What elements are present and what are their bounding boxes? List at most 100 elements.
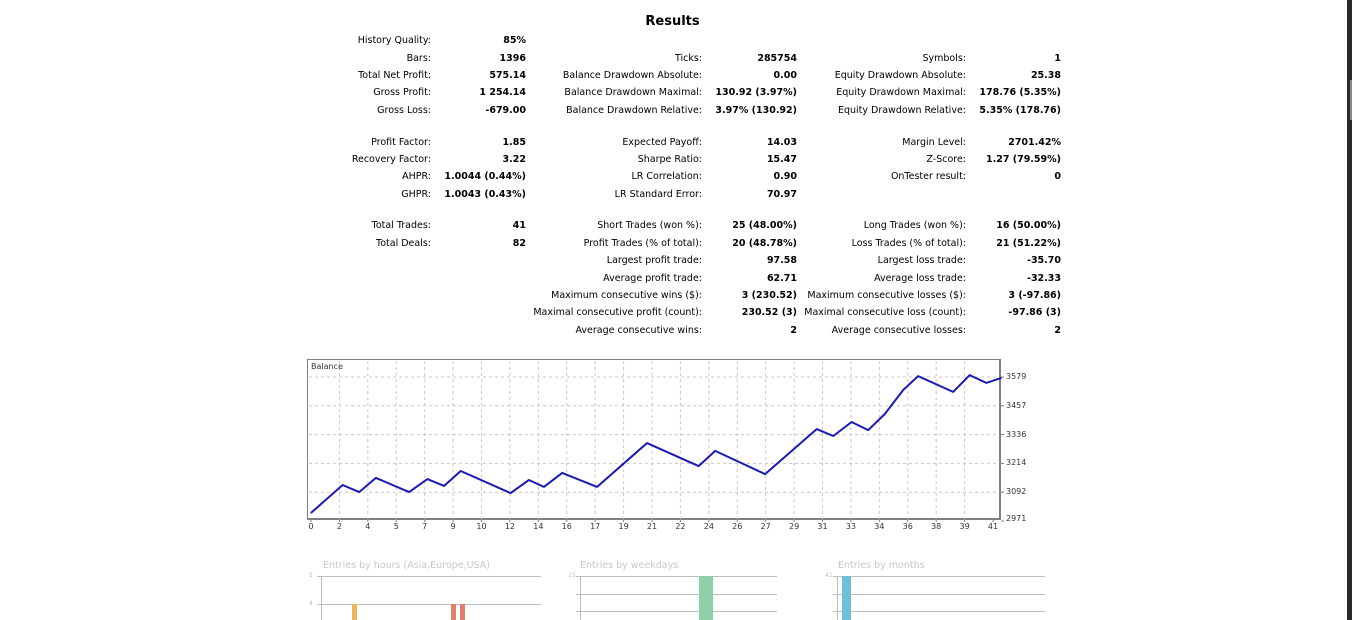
mini-axis xyxy=(321,576,322,620)
balance-point xyxy=(342,484,344,486)
stat-value: 1 xyxy=(1054,53,1061,64)
stat-value: 1.85 xyxy=(502,137,526,148)
mini-y-tick-label: 41 xyxy=(825,572,833,579)
scrollbar-thumb[interactable] xyxy=(1350,80,1352,120)
stat-value: 21 (51.22%) xyxy=(996,238,1061,249)
stat-value: 0.00 xyxy=(773,70,797,81)
balance-point xyxy=(1000,377,1002,379)
x-tick-label: 4 xyxy=(365,522,371,531)
stat-label: Equity Drawdown Absolute: xyxy=(834,70,966,81)
stat-value: 1.27 (79.59%) xyxy=(986,154,1061,165)
balance-point xyxy=(851,421,853,423)
stat-label: Bars: xyxy=(406,53,431,64)
balance-point xyxy=(543,486,545,488)
stat-label: Balance Drawdown Absolute: xyxy=(562,70,702,81)
balance-point xyxy=(358,491,360,493)
mini-bar xyxy=(699,576,713,620)
x-tick-label: 2 xyxy=(336,522,342,531)
mini-gridline xyxy=(317,604,541,605)
stat-value: 575.14 xyxy=(489,70,526,81)
stat-label: AHPR: xyxy=(402,171,431,182)
balance-point xyxy=(375,477,377,479)
mini-gridline xyxy=(576,576,777,577)
x-tick-label: 22 xyxy=(675,522,686,531)
balance-point xyxy=(902,389,904,391)
stat-label: Total Net Profit: xyxy=(358,70,431,81)
y-tick-label: 2971 xyxy=(1006,514,1027,523)
mini-gridline xyxy=(833,594,1045,595)
stat-label: Average consecutive wins: xyxy=(575,325,702,336)
stat-label: Total Deals: xyxy=(376,238,431,249)
stat-label: Maximal consecutive loss (count): xyxy=(804,307,966,318)
stat-label: Profit Trades (% of total): xyxy=(583,238,702,249)
x-tick-label: 10 xyxy=(476,522,487,531)
stat-value: 5.35% (178.76) xyxy=(979,105,1061,116)
stat-label: Profit Factor: xyxy=(371,137,431,148)
stat-value: 25 (48.00%) xyxy=(732,220,797,231)
stat-value: 130.92 (3.97%) xyxy=(715,87,797,98)
mini-bar xyxy=(842,576,851,620)
stat-value: 97.58 xyxy=(766,255,797,266)
x-tick-label: 9 xyxy=(450,522,456,531)
balance-point xyxy=(985,382,987,384)
stat-value: 15.47 xyxy=(766,154,797,165)
mini-chart-title: Entries by hours (Asia,Europe,USA) xyxy=(323,560,490,571)
stat-value: 1.0043 (0.43%) xyxy=(444,189,526,200)
balance-point xyxy=(646,442,648,444)
stat-value: 70.97 xyxy=(766,189,797,200)
stat-label: OnTester result: xyxy=(890,171,966,182)
stat-label: Balance Drawdown Maximal: xyxy=(564,87,702,98)
stat-label: Average loss trade: xyxy=(874,273,966,284)
x-tick-label: 36 xyxy=(902,522,913,531)
stat-value: 178.76 (5.35%) xyxy=(979,87,1061,98)
vertical-scrollbar[interactable] xyxy=(1347,0,1352,620)
stat-label: Ticks: xyxy=(674,53,702,64)
stat-label: Largest loss trade: xyxy=(877,255,966,266)
x-tick-label: 7 xyxy=(422,522,428,531)
stat-value: 0 xyxy=(1054,171,1061,182)
stat-label: Gross Loss: xyxy=(377,105,431,116)
stat-value: -97.86 (3) xyxy=(1008,307,1061,318)
x-tick-label: 14 xyxy=(533,522,544,531)
stat-label: Largest profit trade: xyxy=(606,255,702,266)
x-tick-label: 26 xyxy=(732,522,743,531)
results-title: Results xyxy=(645,14,700,29)
stat-label: Long Trades (won %): xyxy=(863,220,966,231)
stat-label: Gross Profit: xyxy=(373,87,431,98)
stat-value: 85% xyxy=(503,35,526,46)
stat-label: Maximal consecutive profit (count): xyxy=(533,307,702,318)
mini-bar xyxy=(451,604,456,620)
mini-axis xyxy=(580,576,581,620)
stat-label: History Quality: xyxy=(357,35,431,46)
stat-value: 25.38 xyxy=(1030,70,1061,81)
stat-label: Average profit trade: xyxy=(603,273,702,284)
balance-point xyxy=(528,479,530,481)
balance-point xyxy=(917,375,919,377)
stat-label: Balance Drawdown Relative: xyxy=(566,105,702,116)
mini-gridline xyxy=(833,576,1045,577)
x-tick-label: 39 xyxy=(959,522,970,531)
balance-point xyxy=(714,450,716,452)
stat-label: Loss Trades (% of total): xyxy=(851,238,966,249)
mini-bar xyxy=(460,604,465,620)
stat-value: 2701.42% xyxy=(1008,137,1061,148)
stat-value: 2 xyxy=(790,325,797,336)
x-tick-label: 12 xyxy=(504,522,515,531)
mini-gridline xyxy=(317,576,541,577)
mini-y-tick-label: 15 xyxy=(568,572,576,579)
balance-point xyxy=(832,435,834,437)
stat-label: Maximum consecutive losses ($): xyxy=(807,290,966,301)
stat-label: GHPR: xyxy=(401,189,431,200)
stat-value: 41 xyxy=(512,220,526,231)
stat-value: 230.52 (3) xyxy=(741,307,797,318)
stat-value: 0.90 xyxy=(773,171,797,182)
balance-point xyxy=(510,492,512,494)
stat-label: Recovery Factor: xyxy=(351,154,431,165)
stat-label: Average consecutive losses: xyxy=(831,325,966,336)
stat-value: 82 xyxy=(512,238,526,249)
mini-gridline xyxy=(576,611,777,612)
stat-value: 62.71 xyxy=(766,273,797,284)
x-tick-label: 24 xyxy=(703,522,714,531)
mini-y-tick-label: 4 xyxy=(309,600,313,607)
